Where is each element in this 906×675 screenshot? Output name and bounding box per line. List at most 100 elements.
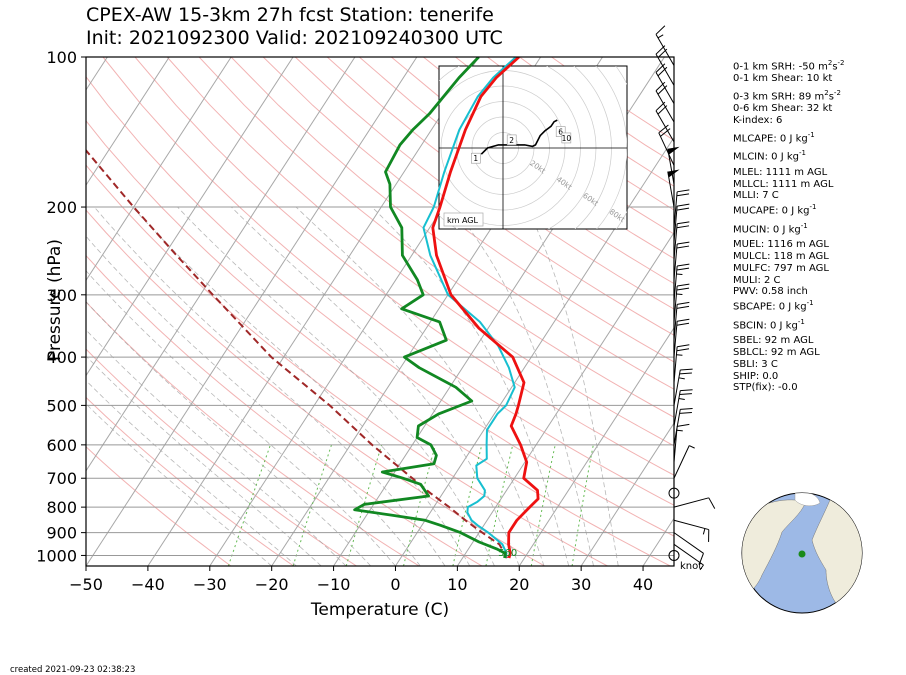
- isotherm: [86, 57, 232, 282]
- stat-line: SBLI: 3 C: [733, 358, 778, 370]
- wind-barb: [673, 519, 710, 542]
- x-tick-label: 0: [390, 575, 400, 594]
- moist-adiabat: [371, 206, 570, 566]
- hodograph-height-marker: 2: [509, 136, 514, 145]
- x-tick-label: 10: [447, 575, 467, 594]
- barb-full: [679, 393, 692, 396]
- dry-adiabat: [102, 57, 674, 506]
- mixing-ratio-line: [530, 444, 556, 566]
- barb-staff: [673, 206, 678, 242]
- dry-adiabat: [358, 57, 674, 285]
- wind-barb: [673, 368, 693, 406]
- mixing-ratio-line: [452, 444, 483, 566]
- barb-half: [657, 34, 664, 39]
- barb-flag: [667, 169, 680, 178]
- wind-barb: [673, 497, 716, 509]
- dry-adiabat: [86, 301, 420, 566]
- barb-staff: [673, 409, 681, 445]
- moist-adiabat: [231, 206, 520, 566]
- barb-full: [680, 368, 693, 371]
- barb-full: [677, 344, 690, 348]
- stat-line: MULI: 2 C: [733, 274, 781, 286]
- barb-full: [655, 25, 666, 35]
- greenland: [794, 493, 821, 507]
- barb-full: [677, 301, 690, 305]
- hodograph-height-marker: 1: [473, 154, 478, 163]
- barb-half: [678, 397, 685, 400]
- barb-staff: [655, 110, 675, 143]
- y-tick-label: 600: [46, 436, 77, 455]
- wind-barb: [673, 318, 690, 358]
- barb-full: [677, 423, 690, 427]
- barb-staff: [667, 171, 675, 208]
- dry-adiabat: [86, 254, 483, 566]
- x-tick-label: 30: [571, 575, 591, 594]
- isotherm: [86, 57, 294, 377]
- temperature-profile: [431, 57, 540, 559]
- stat-line: SBLCL: 92 m AGL: [733, 346, 820, 358]
- x-tick-label: −50: [69, 575, 103, 594]
- dry-adiabat: [198, 57, 674, 418]
- isotherm: [86, 57, 356, 472]
- dry-adiabat: [166, 57, 674, 447]
- isotherm: [518, 327, 674, 566]
- stat-line: MULFC: 797 m AGL: [733, 262, 829, 274]
- hodograph-height-marker: 10: [562, 134, 572, 143]
- x-tick-label: 40: [633, 575, 653, 594]
- barb-staff: [658, 132, 675, 166]
- barb-full: [677, 318, 690, 322]
- chart-subtitle: Init: 2021092300 Valid: 202109240300 UTC: [86, 27, 503, 49]
- wind-barb: [655, 81, 675, 123]
- hodograph-trace: [480, 119, 558, 155]
- hodograph-unit-label: km AGL: [447, 216, 479, 225]
- isotherm: [456, 231, 674, 566]
- y-tick-label: 400: [46, 348, 77, 367]
- moist-adiabat: [86, 329, 347, 566]
- barb-staff: [673, 191, 678, 228]
- barb-full: [680, 408, 693, 410]
- profiles: [86, 57, 540, 559]
- barb-half: [699, 564, 704, 571]
- barb-full: [676, 245, 690, 249]
- isotherm: [86, 57, 108, 91]
- dry-adiabat: [86, 119, 671, 566]
- barb-full: [676, 305, 690, 309]
- moist-adiabat: [93, 206, 446, 566]
- stat-line: SBEL: 92 m AGL: [733, 334, 814, 346]
- globe-land: [742, 493, 862, 609]
- dry-adiabat: [262, 57, 674, 363]
- wind-barb: [655, 63, 675, 104]
- mixing-ratio-line: [292, 444, 332, 566]
- stat-line: 0-6 km Shear: 32 kt: [733, 103, 833, 115]
- barb-staff: [673, 445, 690, 479]
- wind-barb: [668, 549, 680, 561]
- background-lines: [86, 57, 674, 566]
- wind-barb: [673, 263, 690, 302]
- barb-unit-label: knot: [680, 561, 702, 572]
- barb-half: [678, 377, 685, 380]
- barb-full: [679, 411, 692, 414]
- hodograph-marker-box: [470, 152, 481, 164]
- barb-staff: [673, 497, 709, 508]
- stat-line: MUEL: 1116 m AGL: [733, 238, 829, 250]
- dry-adiabat: [86, 396, 294, 566]
- y-tick-label: 800: [46, 498, 77, 517]
- dry-adiabat: [294, 57, 674, 336]
- barb-half: [676, 429, 683, 432]
- stat-line: 0-1 km Shear: 10 kt: [733, 73, 833, 85]
- isotherm: [86, 57, 418, 566]
- barb-full: [655, 63, 666, 73]
- y-tick-label: 500: [46, 396, 77, 415]
- y-tick-label: 300: [46, 286, 77, 305]
- europe-africa: [811, 499, 862, 609]
- moist-adiabat: [86, 235, 421, 566]
- hodograph-height-marker: 6: [558, 128, 563, 137]
- barb-staff: [673, 286, 678, 322]
- dry-adiabat: [86, 348, 357, 566]
- isotherm: [86, 57, 170, 187]
- stat-line: 0-1 km SRH: -50 m2s-2: [733, 59, 845, 73]
- isotherm: [580, 422, 674, 566]
